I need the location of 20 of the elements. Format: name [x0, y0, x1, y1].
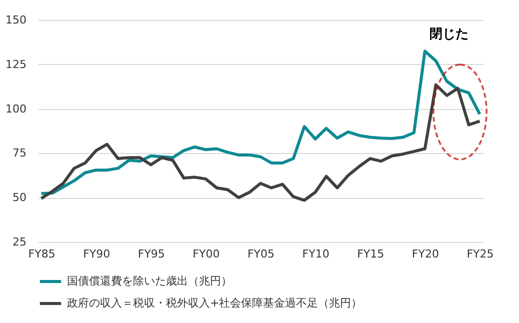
y-tick-label: 75: [12, 146, 26, 160]
y-tick-label: 25: [12, 236, 26, 248]
x-tick-label: FY10: [302, 248, 330, 260]
y-tick-label: 125: [6, 58, 26, 71]
annotation: 閉じた: [430, 27, 468, 42]
legend-label: 政府の収入＝税収・税外収入+社会保障基金過不足（兆円）: [67, 296, 362, 310]
x-tick-label: FY20: [412, 248, 439, 260]
x-tick-label: FY15: [357, 248, 384, 260]
x-tick-label: FY90: [83, 248, 110, 260]
legend-label: 国債償還費を除いた歳出（兆円）: [67, 274, 232, 288]
y-tick-label: 100: [6, 102, 26, 116]
y-tick-label: 50: [12, 191, 26, 204]
line-series: [40, 83, 482, 202]
x-tick-label: FY25: [466, 248, 494, 260]
x-tick-label: FY05: [247, 248, 275, 260]
x-tick-label: FY00: [192, 248, 220, 260]
x-tick-label: FY85: [28, 248, 56, 260]
y-tick-label: 150: [6, 14, 26, 26]
line-series: [40, 50, 482, 196]
x-tick-label: FY95: [138, 248, 165, 260]
